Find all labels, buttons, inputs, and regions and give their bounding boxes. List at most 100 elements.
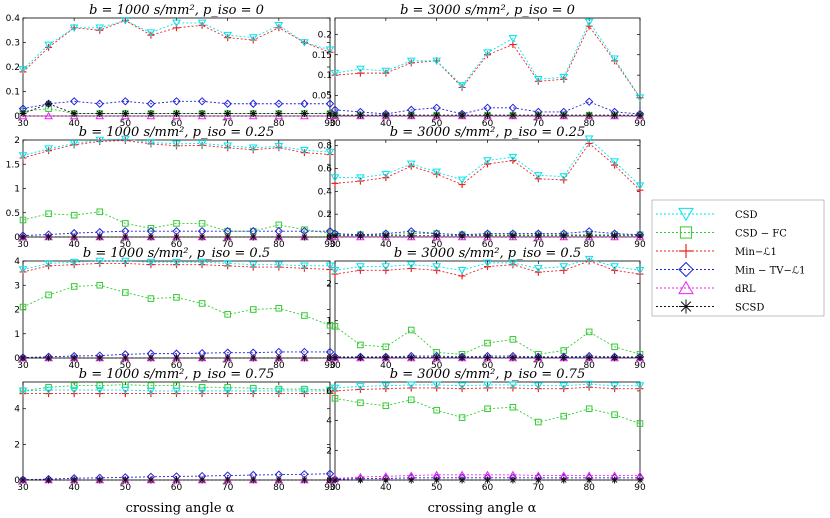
data-point [197, 97, 207, 106]
data-point [382, 402, 390, 410]
data-point [96, 208, 104, 216]
series-csd [18, 135, 335, 160]
data-point [197, 258, 207, 267]
data-point [224, 233, 232, 241]
y-tick-label: 1.5 [6, 160, 20, 170]
x-tick-label: 70 [533, 483, 545, 493]
data-point [508, 381, 518, 390]
data-point [44, 111, 53, 120]
data-point [433, 111, 441, 119]
data-point [223, 31, 233, 40]
data-point [509, 403, 517, 411]
y-tick-label: 2 [14, 136, 20, 146]
y-tick-label: 0 [14, 476, 20, 486]
data-point [407, 476, 415, 484]
data-point [95, 386, 105, 395]
x-tick-label: 60 [171, 361, 183, 371]
data-point [635, 232, 645, 241]
data-point [357, 399, 364, 407]
data-point [559, 73, 569, 82]
data-point [356, 232, 364, 240]
data-point [610, 55, 619, 63]
axes-box [334, 139, 641, 238]
data-point [610, 263, 619, 271]
data-point [433, 406, 440, 414]
data-point [406, 160, 416, 169]
x-tick-label: 40 [68, 240, 80, 250]
data-point [432, 381, 442, 390]
series-line [334, 21, 641, 98]
data-point [330, 69, 340, 78]
data-point [300, 110, 308, 118]
data-point [458, 476, 466, 484]
data-point [560, 111, 568, 119]
data-point [223, 99, 232, 108]
data-point [224, 144, 232, 152]
data-point [407, 354, 415, 362]
data-point [611, 343, 618, 351]
data-point [611, 111, 619, 119]
data-point [611, 354, 619, 362]
data-point [484, 476, 491, 484]
x-tick-label: 90 [634, 119, 646, 129]
data-point [96, 476, 104, 484]
data-point [560, 232, 568, 240]
data-point [636, 111, 644, 119]
data-point [585, 405, 593, 413]
data-point [19, 476, 27, 484]
data-point [274, 261, 284, 269]
data-point [96, 233, 104, 241]
data-point [533, 111, 543, 120]
x-tick-label: 50 [120, 361, 132, 371]
x-tick-label: 80 [583, 483, 595, 493]
x-tick-label: 70 [222, 119, 234, 129]
legend-entry-tv: Min − TV−ℒ1 [656, 261, 805, 278]
y-tick-label: 2 [326, 446, 332, 456]
data-point [224, 476, 232, 484]
series-scsd [331, 354, 644, 362]
data-point [249, 99, 258, 108]
x-tick-label: 30 [329, 119, 341, 129]
data-point [483, 111, 492, 120]
data-point [483, 381, 492, 390]
data-point [356, 476, 364, 484]
data-point [173, 220, 180, 227]
data-point [248, 387, 258, 396]
data-point [249, 110, 257, 118]
x-tick-label: 40 [68, 119, 80, 129]
series-line [22, 351, 330, 358]
x-tick-label: 60 [171, 483, 183, 493]
panel-1: b = 1000 s/mm², p_iso = 030 40 50 60 70 80 900… [6, 3, 336, 129]
data-point [559, 263, 569, 271]
data-point [45, 291, 52, 299]
series-line [22, 138, 331, 156]
data-point [382, 69, 390, 77]
panel-title: b = 1000 s/mm², p_iso = 0.25 [79, 125, 274, 140]
data-point [45, 476, 53, 484]
data-point [147, 233, 155, 241]
series-line [22, 389, 330, 392]
x-axis-label-right: crossing angle α [428, 501, 537, 516]
series-line [334, 397, 641, 425]
data-point [381, 111, 391, 120]
data-point [197, 19, 207, 28]
legend-entry-l1: Min−ℒ1 [656, 244, 777, 258]
data-point [356, 383, 365, 391]
panel-title: b = 3000 s/mm², p_iso = 0 [400, 3, 575, 18]
data-point [382, 354, 390, 362]
x-tick-label: 30 [17, 361, 29, 371]
data-point [44, 145, 53, 153]
x-tick-label: 90 [324, 240, 336, 250]
data-point [19, 354, 27, 362]
data-point [18, 66, 28, 74]
data-point [407, 396, 415, 404]
data-point [330, 174, 340, 182]
series-line [334, 325, 641, 355]
x-tick-label: 50 [120, 483, 132, 493]
data-point [610, 158, 619, 166]
x-tick-label: 70 [222, 361, 234, 371]
data-point [121, 354, 129, 362]
data-point [300, 146, 309, 155]
axes-box [334, 17, 641, 117]
data-point [508, 153, 518, 162]
